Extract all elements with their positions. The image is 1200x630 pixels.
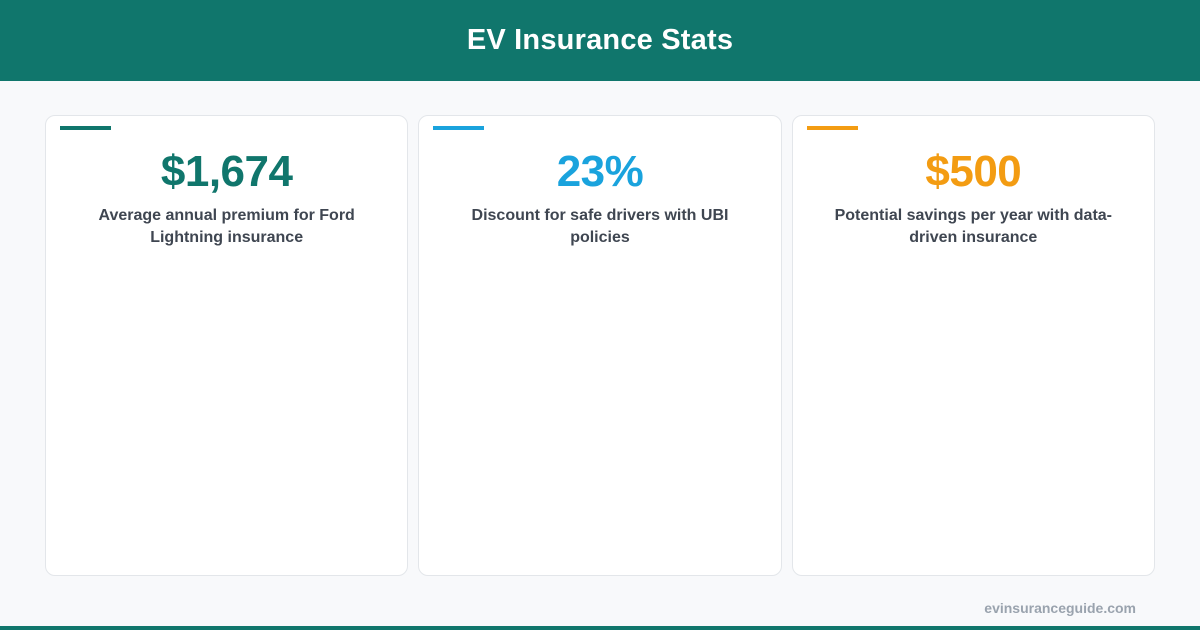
stat-card-savings: $500 Potential savings per year with dat… — [791, 115, 1155, 576]
site-url: evinsuranceguide.com — [984, 600, 1136, 616]
card-accent-bar — [806, 126, 858, 130]
stat-value: $500 — [925, 147, 1022, 196]
stat-value: 23% — [556, 147, 644, 196]
card-accent-bar — [433, 126, 485, 130]
page-title: EV Insurance Stats — [466, 24, 734, 56]
header-banner: EV Insurance Stats — [0, 0, 1200, 81]
stat-card-discount: 23% Discount for safe drivers with UBI p… — [418, 115, 782, 576]
bottom-accent-bar — [0, 626, 1200, 630]
card-accent-bar — [60, 126, 111, 130]
stat-cards: $1,674 Average annual premium for Ford L… — [45, 115, 1155, 576]
stat-description: Potential savings per year with data-dri… — [834, 206, 1113, 246]
stat-description: Discount for safe drivers with UBI polic… — [471, 206, 729, 246]
stat-description: Average annual premium for Ford Lightnin… — [98, 206, 355, 246]
stat-card-premium: $1,674 Average annual premium for Ford L… — [45, 115, 409, 576]
stat-value: $1,674 — [160, 147, 293, 196]
